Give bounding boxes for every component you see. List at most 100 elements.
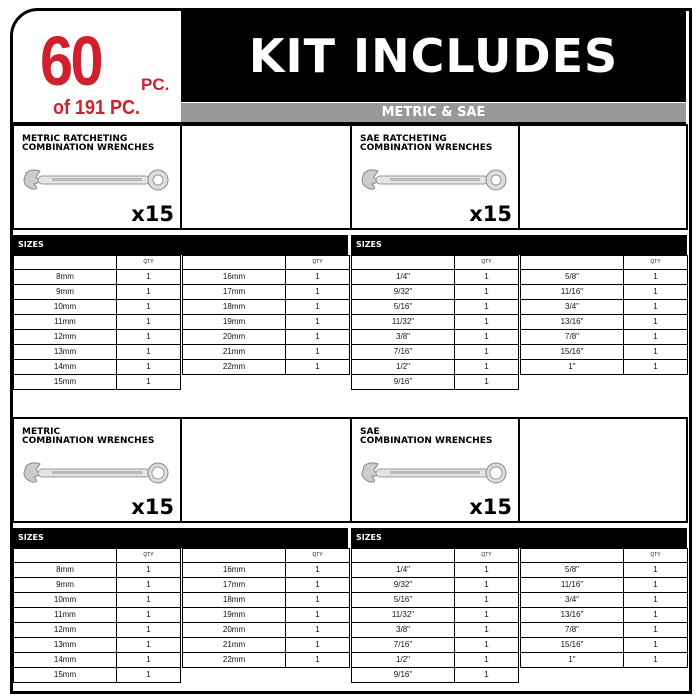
qty-cell: 1 — [454, 299, 519, 315]
size-cell: 10mm — [13, 299, 117, 315]
product-title-line: COMBINATION WRENCHES — [360, 143, 493, 153]
qty-cell: 1 — [454, 344, 519, 360]
total-piece-count: of 191 PC. — [52, 97, 141, 119]
product-quantity: x15 — [469, 202, 512, 226]
size-cell: 8mm — [13, 269, 117, 285]
size-cell: 15mm — [13, 374, 117, 390]
qty-cell: 1 — [454, 284, 519, 300]
qty-column-header: QTY — [623, 548, 688, 563]
qty-cell: 1 — [285, 299, 350, 315]
qty-cell: 1 — [285, 607, 350, 623]
size-cell: 11/32" — [351, 607, 455, 623]
product-quantity: x15 — [469, 495, 512, 519]
divider — [13, 122, 686, 124]
qty-cell: 1 — [285, 562, 350, 578]
outer-frame — [10, 8, 692, 694]
qty-column-spacer — [182, 255, 286, 270]
qty-cell: 1 — [116, 592, 181, 608]
size-cell: 22mm — [182, 359, 286, 375]
product-title-line: COMBINATION WRENCHES — [360, 436, 493, 446]
qty-cell: 1 — [285, 592, 350, 608]
qty-cell: 1 — [116, 299, 181, 315]
product-panel: METRIC RATCHETING COMBINATION WRENCHES x1… — [12, 124, 182, 230]
size-cell: 9/32" — [351, 284, 455, 300]
size-cell: 9mm — [13, 577, 117, 593]
size-cell: 5/8" — [520, 269, 624, 285]
size-cell: 3/8" — [351, 329, 455, 345]
qty-cell: 1 — [116, 667, 181, 683]
size-cell: 17mm — [182, 577, 286, 593]
size-cell: 20mm — [182, 622, 286, 638]
qty-cell: 1 — [285, 344, 350, 360]
qty-cell: 1 — [454, 359, 519, 375]
qty-cell: 1 — [116, 622, 181, 638]
qty-cell: 1 — [623, 592, 688, 608]
size-cell: 1/4" — [351, 269, 455, 285]
size-cell: 9/16" — [351, 667, 455, 683]
qty-cell: 1 — [285, 637, 350, 653]
qty-cell: 1 — [116, 314, 181, 330]
size-cell: 3/4" — [520, 592, 624, 608]
size-cell: 20mm — [182, 329, 286, 345]
size-cell: 15/16" — [520, 637, 624, 653]
qty-cell: 1 — [454, 314, 519, 330]
piece-count-box: 60 PC. of 191 PC. — [13, 11, 180, 122]
size-cell: 3/4" — [520, 299, 624, 315]
qty-cell: 1 — [454, 577, 519, 593]
qty-cell: 1 — [454, 562, 519, 578]
size-cell: 16mm — [182, 562, 286, 578]
blank-panel — [518, 417, 688, 523]
size-cell: 12mm — [13, 329, 117, 345]
qty-cell: 1 — [623, 284, 688, 300]
qty-cell: 1 — [116, 637, 181, 653]
size-cell: 15mm — [13, 667, 117, 683]
qty-column-spacer — [13, 548, 117, 563]
qty-cell: 1 — [623, 269, 688, 285]
size-cell: 1/4" — [351, 562, 455, 578]
qty-cell: 1 — [454, 374, 519, 390]
qty-cell: 1 — [623, 344, 688, 360]
sizes-header: SIZES — [351, 235, 687, 255]
product-title: SAE COMBINATION WRENCHES — [360, 428, 492, 446]
size-cell: 7/8" — [520, 622, 624, 638]
qty-cell: 1 — [116, 577, 181, 593]
metric-sae-bar: METRIC & SAE — [181, 103, 686, 122]
size-cell: 11mm — [13, 607, 117, 623]
qty-cell: 1 — [116, 344, 181, 360]
size-cell: 7/8" — [520, 329, 624, 345]
qty-cell: 1 — [116, 359, 181, 375]
qty-cell: 1 — [116, 269, 181, 285]
ratcheting-wrench-icon — [360, 168, 510, 197]
kit-includes-banner: KIT INCLUDES — [181, 11, 686, 102]
size-cell: 13mm — [13, 637, 117, 653]
qty-cell: 1 — [285, 329, 350, 345]
size-cell: 21mm — [182, 344, 286, 360]
qty-cell: 1 — [116, 562, 181, 578]
product-title-line: METRIC RATCHETING — [22, 134, 128, 144]
size-cell: 8mm — [13, 562, 117, 578]
qty-cell: 1 — [454, 269, 519, 285]
product-quantity: x15 — [131, 202, 174, 226]
size-cell: 9/32" — [351, 577, 455, 593]
size-cell: 11/16" — [520, 284, 624, 300]
size-cell: 16mm — [182, 269, 286, 285]
size-cell: 10mm — [13, 592, 117, 608]
size-cell: 18mm — [182, 592, 286, 608]
qty-column-header: QTY — [454, 255, 519, 270]
size-cell: 1" — [520, 359, 624, 375]
product-title: SAE RATCHETING COMBINATION WRENCHES — [360, 135, 492, 153]
size-cell: 14mm — [13, 652, 117, 668]
product-quantity: x15 — [131, 495, 174, 519]
product-title-line: COMBINATION WRENCHES — [22, 143, 155, 153]
blank-panel — [180, 124, 352, 230]
qty-cell: 1 — [285, 622, 350, 638]
size-cell: 5/16" — [351, 299, 455, 315]
qty-cell: 1 — [454, 637, 519, 653]
size-cell: 1/2" — [351, 652, 455, 668]
qty-cell: 1 — [285, 269, 350, 285]
size-cell: 13/16" — [520, 314, 624, 330]
size-cell: 11mm — [13, 314, 117, 330]
qty-cell: 1 — [285, 577, 350, 593]
combination-wrench-icon — [22, 461, 172, 490]
